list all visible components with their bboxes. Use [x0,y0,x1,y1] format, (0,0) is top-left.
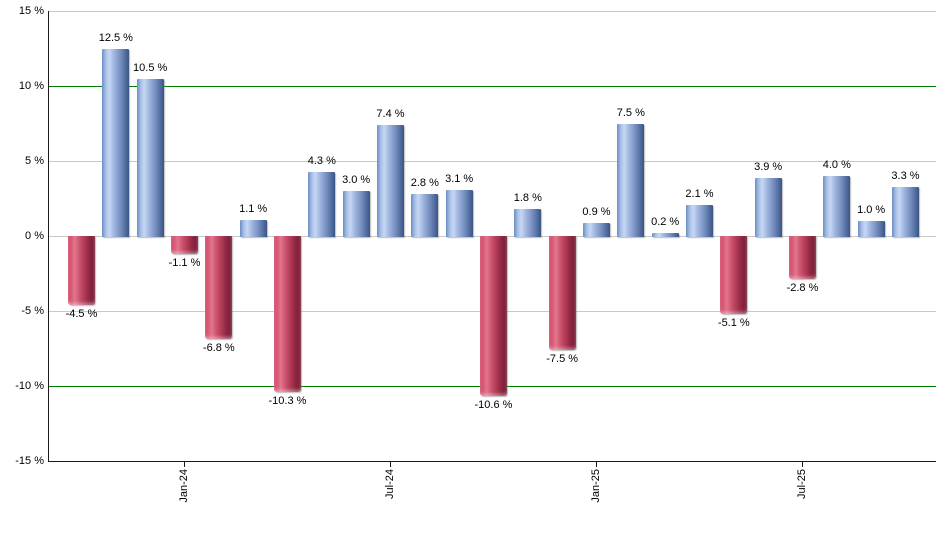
bar-value-label: 7.5 % [616,106,645,119]
bar [788,236,816,279]
y-axis [48,11,49,462]
bar [239,219,267,237]
bar-value-label: -10.3 % [268,394,307,407]
bar-value-label: 1.8 % [513,192,542,204]
x-axis-tick-label: Jul-24 [384,469,397,499]
bar-value-label: 3.0 % [342,174,371,186]
bar-value-label: -10.6 % [474,399,513,411]
bar-value-label: 0.9 % [582,205,611,218]
bar [891,186,919,237]
x-axis-tick-mark [390,462,392,467]
bar [342,191,370,237]
bar-value-label: 3.9 % [754,160,783,173]
bar [720,236,748,314]
y-axis-tick-label: 5 % [25,155,44,167]
bar [102,48,130,237]
threshold-gridline [48,85,936,87]
bar [514,209,542,237]
x-axis-tick-label: Jan-25 [590,469,603,503]
x-axis-tick-label: Jul-25 [796,469,809,499]
bar [582,222,610,237]
bar [411,194,439,237]
bar [445,189,473,237]
bar-value-label: -5.1 % [717,316,750,329]
x-axis [48,461,936,462]
bar-value-label: 3.3 % [891,169,920,182]
x-axis-tick-label: Jan-24 [178,469,191,503]
y-axis-tick-label: 15 % [18,5,44,17]
bar-value-label: 2.8 % [410,177,439,189]
bar [205,236,233,339]
x-axis-tick-mark [596,462,598,467]
bar-value-label: -4.5 % [65,307,98,320]
bar-value-label: 4.3 % [307,154,336,167]
bar [754,177,782,237]
bar-value-label: 10.5 % [133,61,168,74]
bar-value-label: -1.1 % [168,256,201,269]
bar [479,236,507,396]
y-axis-tick-label: -15 % [15,455,44,467]
bar [376,125,404,237]
bar-value-label: -7.5 % [546,352,579,365]
y-axis-tick-label: 10 % [18,80,44,92]
bar-value-label: 3.1 % [445,172,474,185]
bar [823,176,851,237]
gridline [48,10,936,12]
bar [136,78,164,237]
bar [308,171,336,237]
bar-value-label: 7.4 % [376,108,405,120]
bar-value-label: 4.0 % [822,159,851,171]
bar-value-label: 0.2 % [651,216,680,228]
bar [651,233,679,237]
bar [170,236,198,254]
x-axis-tick-mark [802,462,804,467]
x-axis-tick-mark [184,462,186,467]
bar-value-label: -2.8 % [786,282,819,294]
bar-value-label: 1.0 % [857,204,886,216]
bar [617,123,645,237]
bar [548,236,576,350]
y-axis-tick-label: -10 % [15,380,44,392]
bar-value-label: 1.1 % [239,202,268,215]
bar [68,236,95,305]
bar-value-label: 12.5 % [98,31,133,44]
gridline [48,160,936,162]
bar [685,204,713,237]
bar-value-label: -6.8 % [202,342,235,354]
y-axis-tick-label: 0 % [25,230,44,242]
bar [273,236,301,392]
bar [857,221,885,237]
bar-value-label: 2.1 % [685,187,714,200]
y-axis-tick-label: -5 % [21,305,44,317]
